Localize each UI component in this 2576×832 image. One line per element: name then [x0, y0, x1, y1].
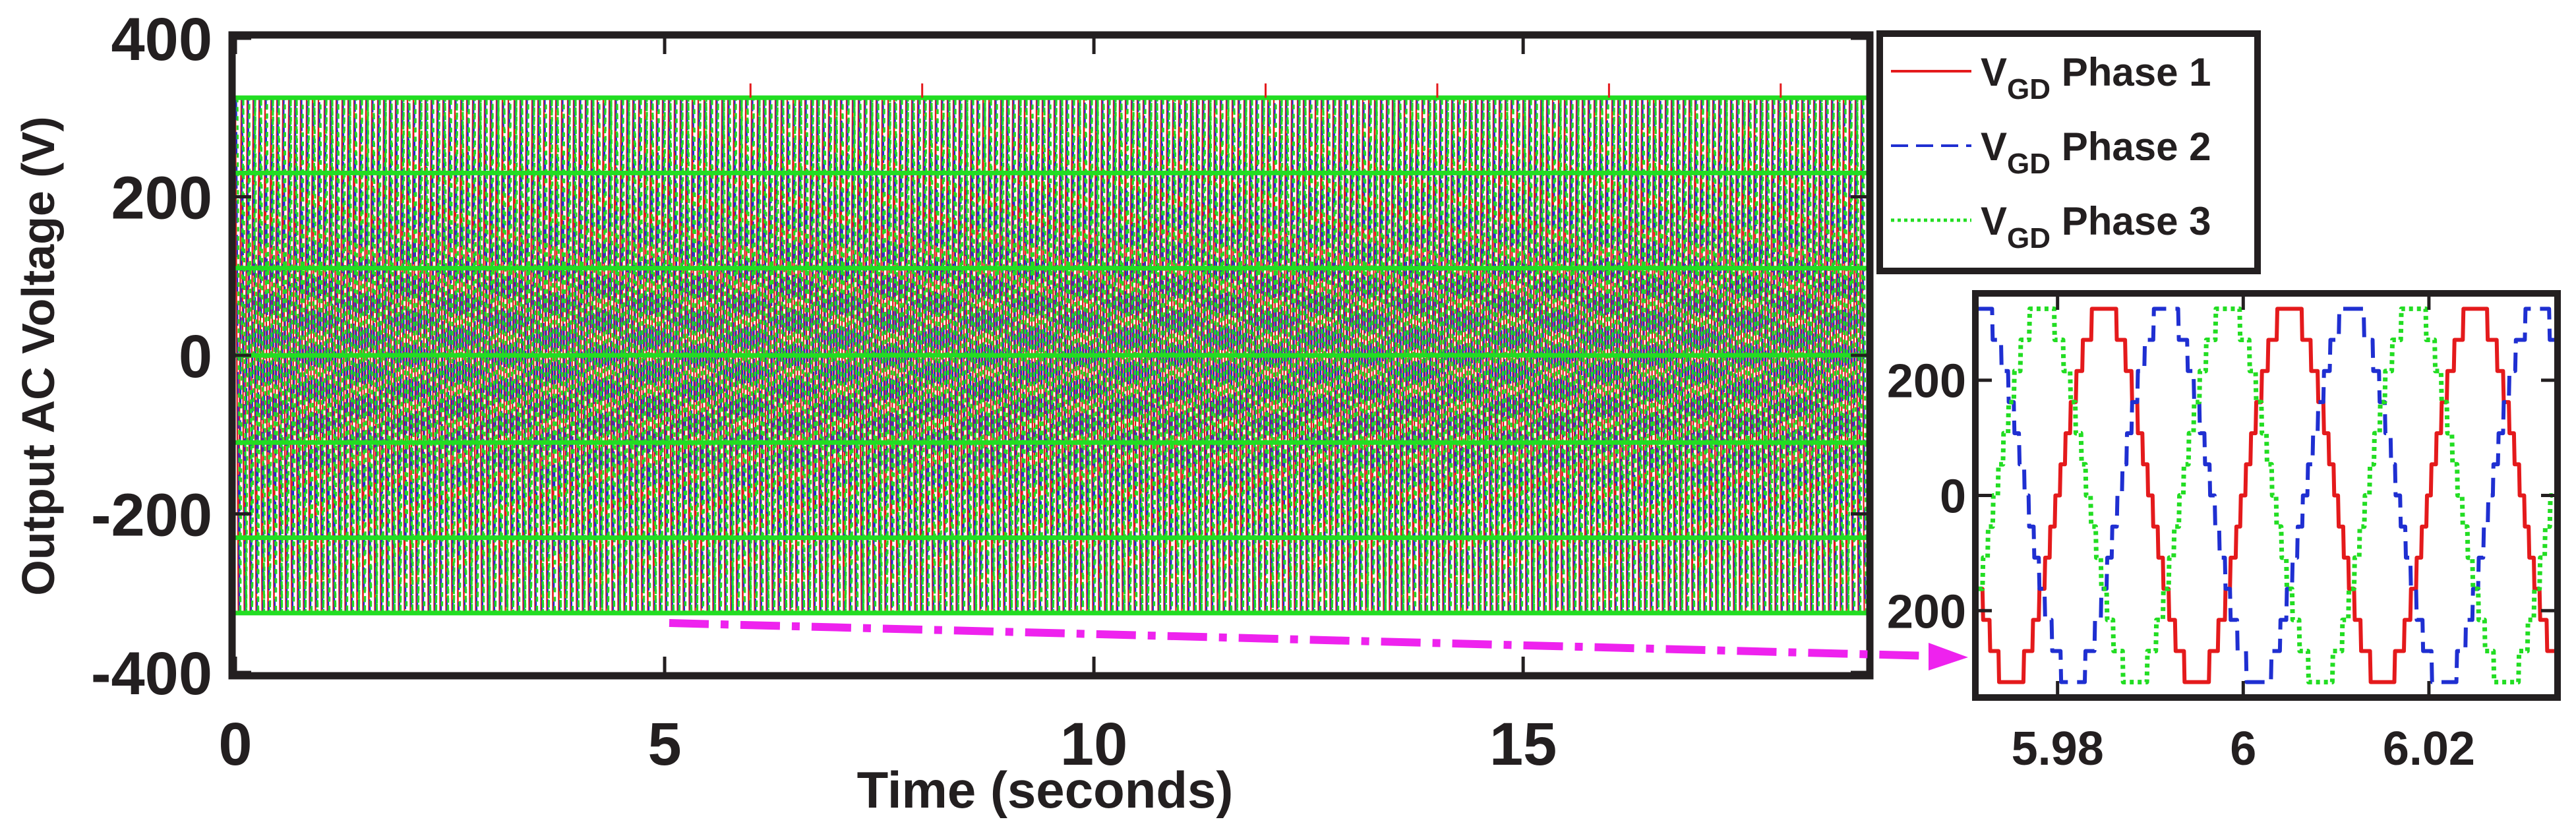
inset-tick-labels: 5.98 6 6.02 200 0 200: [1887, 355, 2475, 775]
main-y-tick-label: -400: [91, 640, 212, 707]
main-y-tick-label: 200: [111, 165, 213, 232]
inset-x-tick-label: 5.98: [2012, 723, 2104, 775]
main-series-group: [235, 83, 1867, 616]
main-tick-labels: 0 5 10 15 -400 -200 0 200 400: [91, 6, 1557, 778]
legend-entries: VGD Phase 1 VGD Phase 2 VGD Phase 3: [1891, 50, 2211, 254]
legend-label-phase-1: VGD Phase 1: [1981, 50, 2211, 105]
zoom-arrow: [669, 619, 1968, 670]
inset-series-group: [1979, 306, 2554, 685]
legend-box: [1876, 30, 2261, 274]
inset-ticks: [1979, 297, 2554, 694]
main-y-tick-label: -200: [91, 482, 212, 549]
main-x-tick-label: 15: [1489, 711, 1557, 778]
x-axis-label: Time (seconds): [857, 761, 1234, 819]
main-x-tick-label: 0: [218, 711, 252, 778]
main-plot-frame: [228, 31, 1874, 680]
inset-x-tick-label: 6.02: [2383, 723, 2475, 775]
inset-x-tick-label: 6: [2230, 723, 2256, 775]
inset-y-tick-label: 200: [1887, 355, 1966, 408]
inset-series-3-line: [1979, 306, 2554, 685]
zoom-arrow-line: [669, 619, 1932, 660]
zoom-arrow-head: [1929, 643, 1968, 670]
legend: VGD Phase 1 VGD Phase 2 VGD Phase 3: [1876, 30, 2261, 274]
inset-y-tick-label: 200: [1887, 585, 1966, 638]
main-x-tick-label: 5: [647, 711, 681, 778]
main-plot: 0 5 10 15 -400 -200 0 200 400 Output AC Voltage …: [13, 6, 1874, 819]
inset-y-tick-label: 0: [1940, 471, 1966, 523]
inset-plot: 5.98 6 6.02 200 0 200: [1887, 290, 2561, 775]
inset-series-2-line: [1979, 307, 2554, 684]
y-axis-label: Output AC Voltage (V): [13, 116, 64, 595]
inset-plot-frame: [1972, 290, 2561, 701]
main-y-tick-label: 0: [179, 323, 212, 390]
main-y-tick-label: 400: [111, 6, 213, 73]
main-x-tick-label: 10: [1060, 711, 1127, 778]
legend-label-phase-3: VGD Phase 3: [1981, 199, 2211, 254]
legend-label-phase-2: VGD Phase 2: [1981, 125, 2211, 180]
